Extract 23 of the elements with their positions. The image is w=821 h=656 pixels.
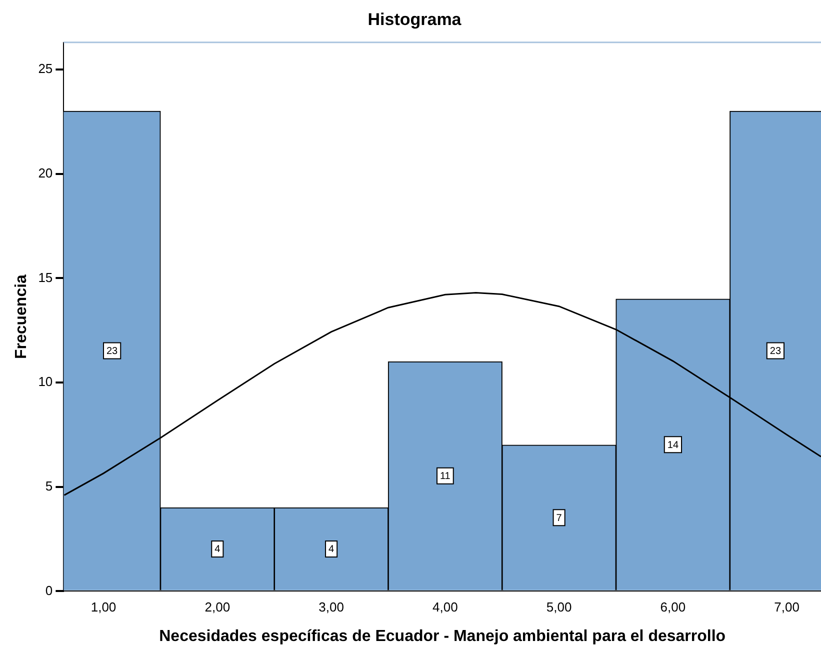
x-tick-label: 1,00 (90, 600, 116, 615)
data-label: 4 (214, 544, 221, 556)
y-tick-label: 25 (38, 61, 53, 76)
x-tick-label: 4,00 (432, 600, 458, 615)
x-axis-title: Necesidades específicas de Ecuador - Manejo ambiental para el desarrollo (159, 628, 726, 645)
data-label: 14 (667, 440, 679, 451)
y-axis-title: Frecuencia (13, 274, 30, 360)
y-tick-label: 10 (38, 374, 53, 390)
data-label: 23 (770, 346, 782, 357)
data-label: 11 (440, 471, 451, 482)
data-label: 23 (106, 346, 118, 357)
x-tick-label: 2,00 (204, 600, 230, 615)
y-tick-label: 20 (38, 165, 53, 180)
data-label: 7 (556, 512, 562, 524)
x-tick-label: 7,00 (774, 600, 800, 615)
data-label: 4 (328, 544, 335, 556)
y-tick-label: 0 (45, 582, 53, 598)
x-tick-label: 6,00 (660, 600, 686, 615)
x-tick-label: 5,00 (546, 600, 572, 615)
chart-title: Histograma (368, 10, 462, 29)
y-tick-label: 15 (38, 270, 53, 285)
y-tick-label: 5 (45, 478, 53, 494)
x-tick-label: 3,00 (318, 600, 344, 615)
